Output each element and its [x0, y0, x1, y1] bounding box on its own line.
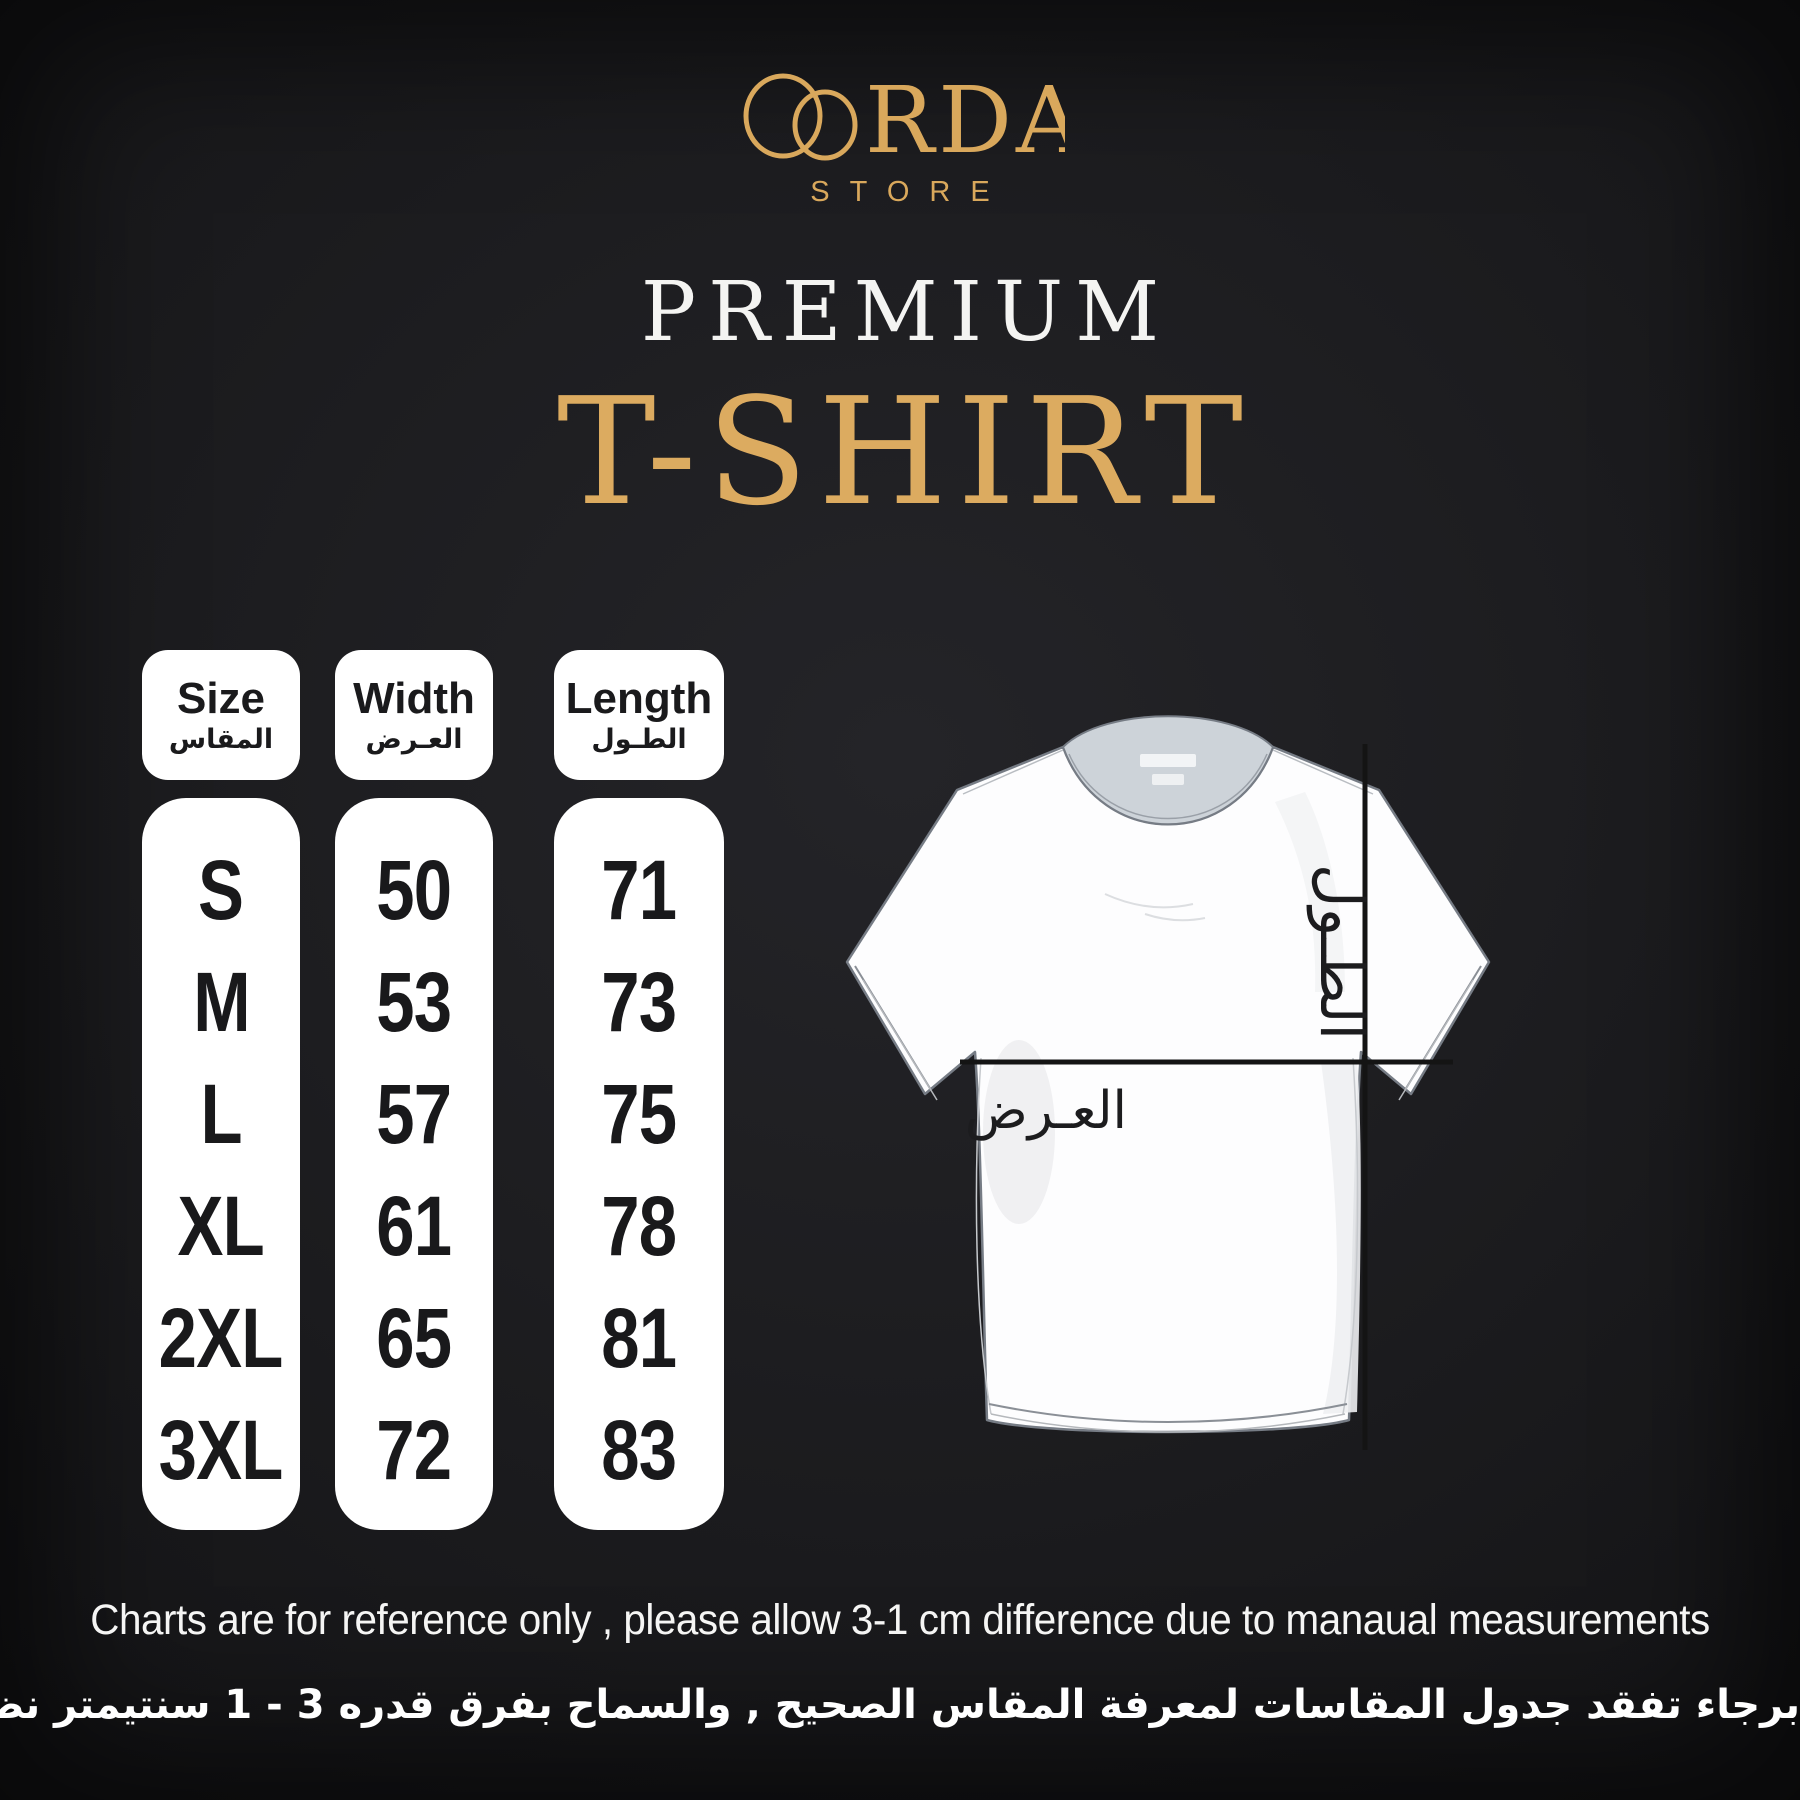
size-value: S	[198, 843, 244, 937]
header-label-ar: العـرض	[365, 723, 463, 755]
width-value: 50	[376, 843, 453, 937]
product-title: T-SHIRT	[556, 366, 1254, 538]
header-label-en: Size	[176, 673, 266, 723]
store-wordmark: STORE	[810, 176, 1010, 208]
width-value: 53	[376, 955, 453, 1049]
header-label-en: Length	[565, 673, 713, 723]
side-seam-right	[1342, 1057, 1359, 1415]
width-column: Width العـرض 50 53 57 61 65 72	[335, 650, 493, 1530]
length-label-ar: الطـول	[1306, 864, 1376, 1040]
size-values-panel: S M L XL 2XL 3XL	[142, 798, 300, 1530]
width-value: 72	[376, 1403, 453, 1497]
shoulder-shading-right	[1275, 792, 1345, 992]
size-value: 3XL	[159, 1403, 284, 1497]
tshirt-illustration: الطـول العـرض	[845, 715, 1491, 1450]
width-values-panel: 50 53 57 61 65 72	[335, 798, 493, 1530]
header-label-ar: المقاس	[168, 723, 274, 755]
cuff-line-left-inner	[862, 979, 938, 1101]
length-value: 81	[601, 1291, 678, 1385]
cuff-line-right-inner	[1398, 979, 1474, 1101]
length-values-panel: 71 73 75 78 81 83	[554, 798, 724, 1530]
size-value: XL	[177, 1179, 265, 1273]
premium-heading: PREMIUM	[640, 265, 1172, 360]
hem-line-inner	[990, 1413, 1346, 1433]
width-label-ar: العـرض	[965, 1081, 1127, 1141]
tshirt-body	[845, 745, 1491, 1434]
collar-tag-small	[1152, 774, 1184, 785]
size-column: Size المقاس S M L XL 2XL 3XL	[142, 650, 300, 1530]
size-value: M	[192, 955, 250, 1049]
width-column-header: Width العـرض	[335, 650, 493, 780]
collar-tag	[1140, 754, 1196, 767]
size-column-header: Size المقاس	[142, 650, 300, 780]
size-value: L	[200, 1067, 242, 1161]
tshirt-diagram: الطـول العـرض	[805, 662, 1505, 1482]
width-value: 61	[376, 1179, 453, 1273]
length-value: 71	[601, 843, 678, 937]
length-column: Length الطـول 71 73 75 78 81 83	[554, 650, 724, 1530]
side-seam-left	[975, 1057, 992, 1415]
length-value: 83	[601, 1403, 678, 1497]
width-value: 57	[376, 1067, 453, 1161]
logo-wordmark-text: RDA	[865, 67, 1065, 166]
logo-rings-icon: RDA	[743, 67, 1065, 166]
footer-note-en: Charts are for reference only , please a…	[90, 1596, 1710, 1644]
length-value: 75	[601, 1067, 678, 1161]
length-value: 78	[601, 1179, 678, 1273]
size-value: 2XL	[159, 1291, 284, 1385]
header-label-en: Width	[353, 673, 475, 723]
wrinkle-lines	[1104, 893, 1206, 922]
collar-rib-line	[1068, 753, 1268, 820]
hem-line	[988, 1403, 1348, 1423]
side-shading-right	[1321, 1062, 1361, 1414]
width-value: 65	[376, 1291, 453, 1385]
size-chart: Size المقاس S M L XL 2XL 3XL Width العـر…	[142, 650, 724, 1530]
header-label-ar: الطـول	[591, 723, 687, 755]
length-value: 73	[601, 955, 678, 1049]
brand-logo: RDA STORE	[0, 66, 1800, 209]
shoulder-seams	[962, 749, 1374, 795]
armpit-shading-left	[983, 1040, 1055, 1224]
length-column-header: Length الطـول	[554, 650, 724, 780]
collar-inner	[1061, 715, 1275, 826]
footer-note-ar: برجاء تفقد جدول المقاسات لمعرفة المقاس ا…	[0, 1682, 1800, 1728]
